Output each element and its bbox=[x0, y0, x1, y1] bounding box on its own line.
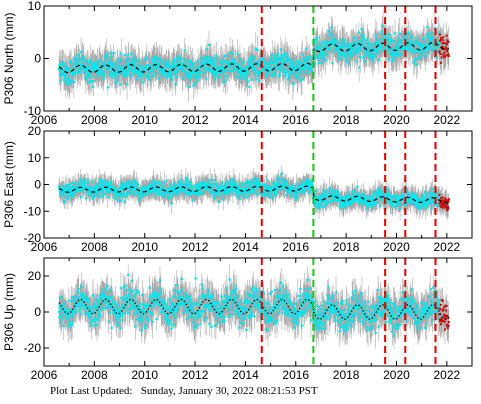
x-tick-label: 2010 bbox=[131, 113, 158, 127]
x-tick-label: 2008 bbox=[81, 368, 108, 382]
recent-positions bbox=[438, 33, 450, 64]
y-tick-label: -20 bbox=[24, 341, 42, 355]
y-tick-label: -10 bbox=[24, 104, 42, 118]
model-curve bbox=[58, 298, 450, 320]
x-tick-label: 2012 bbox=[182, 113, 209, 127]
x-tick-label: 2014 bbox=[232, 368, 259, 382]
x-tick-label: 2022 bbox=[433, 368, 460, 382]
y-axis-title: P306 Up (mm) bbox=[2, 273, 16, 351]
footer-date: Sunday, January 30, 2022 08:21:53 PST bbox=[140, 385, 318, 397]
y-axis-title: P306 North (mm) bbox=[2, 12, 16, 104]
y-tick-label: -10 bbox=[24, 204, 42, 218]
plot-area bbox=[57, 9, 450, 103]
x-tick-label: 2010 bbox=[131, 240, 158, 254]
x-tick-label: 2008 bbox=[81, 113, 108, 127]
recent-positions bbox=[438, 193, 450, 212]
y-tick-label: -20 bbox=[24, 231, 42, 245]
x-tick-label: 2016 bbox=[282, 113, 309, 127]
x-tick-label: 2010 bbox=[131, 368, 158, 382]
x-tick-label: 2018 bbox=[333, 240, 360, 254]
panel-0: 2006 2008 2010 2012 2014 2016 2018 2020 2022 -10 0… bbox=[2, 0, 473, 127]
x-tick-label: 2022 bbox=[433, 113, 460, 127]
footer: Plot Last Updated: Sunday, January 30, 2… bbox=[0, 385, 481, 397]
error-bars bbox=[58, 9, 450, 103]
x-tick-label: 2012 bbox=[182, 368, 209, 382]
y-tick-label: 20 bbox=[28, 269, 42, 283]
x-tick-label: 2022 bbox=[433, 240, 460, 254]
plot-area bbox=[57, 165, 450, 220]
x-tick-label: 2018 bbox=[333, 113, 360, 127]
y-tick-label: 10 bbox=[28, 151, 42, 165]
y-axis-title: P306 East (mm) bbox=[2, 141, 16, 228]
y-tick-label: 0 bbox=[34, 178, 41, 192]
x-tick-label: 2006 bbox=[31, 113, 58, 127]
panel-1: 2006 2008 2010 2012 2014 2016 2018 2020 2022-20-… bbox=[2, 124, 473, 254]
y-tick-label: 10 bbox=[28, 0, 42, 13]
x-tick-label: 2016 bbox=[282, 368, 309, 382]
x-tick-label: 2018 bbox=[333, 368, 360, 382]
model-curve bbox=[58, 185, 450, 204]
x-tick-label: 2020 bbox=[383, 113, 410, 127]
x-tick-label: 2016 bbox=[282, 240, 309, 254]
model-curve bbox=[58, 41, 450, 74]
x-tick-label: 2020 bbox=[383, 368, 410, 382]
x-tick-label: 2008 bbox=[81, 240, 108, 254]
plot-area bbox=[57, 264, 450, 349]
y-tick-label: 20 bbox=[28, 124, 42, 138]
panel-2: 2006 2008 2010 2012 2014 2016 2018 2020 2022 -20 0… bbox=[2, 257, 473, 382]
x-tick-label: 2012 bbox=[182, 240, 209, 254]
x-tick-label: 2020 bbox=[383, 240, 410, 254]
x-tick-label: 2006 bbox=[31, 240, 58, 254]
footer-label: Plot Last Updated: bbox=[50, 385, 133, 397]
y-tick-label: 0 bbox=[34, 305, 41, 319]
x-tick-label: 2014 bbox=[232, 240, 259, 254]
y-tick-label: 0 bbox=[34, 52, 41, 66]
x-tick-label: 2014 bbox=[232, 113, 259, 127]
x-tick-label: 2006 bbox=[31, 368, 58, 382]
daily-positions bbox=[57, 172, 441, 211]
